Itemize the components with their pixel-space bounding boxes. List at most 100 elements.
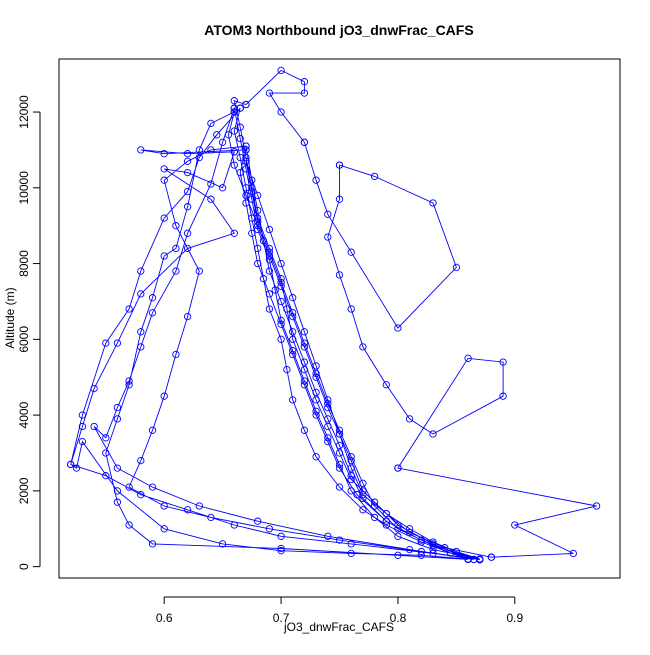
data-point xyxy=(137,456,145,465)
y-tick-label: 8000 xyxy=(17,250,31,277)
x-axis: 0.6 0.7 0.8 0.9 xyxy=(156,596,523,625)
data-point xyxy=(592,502,601,510)
data-point xyxy=(347,305,355,313)
data-point xyxy=(283,365,291,374)
data-point xyxy=(394,324,402,332)
data-point xyxy=(405,528,414,537)
data-point xyxy=(300,339,309,347)
data-point xyxy=(254,225,262,234)
data-point xyxy=(277,275,285,283)
data-point xyxy=(324,415,332,423)
data-point xyxy=(90,384,98,393)
x-tick-label: 0.9 xyxy=(506,611,523,625)
data-point xyxy=(464,555,472,564)
data-point xyxy=(78,422,87,431)
data-point xyxy=(429,199,437,207)
data-point xyxy=(160,176,168,184)
data-point xyxy=(347,464,355,472)
data-point xyxy=(236,104,244,112)
data-point xyxy=(242,191,250,200)
data-point xyxy=(429,538,437,546)
data-point xyxy=(183,187,192,196)
data-point xyxy=(289,328,297,336)
data-point xyxy=(207,180,215,188)
data-point xyxy=(160,502,168,510)
data-point xyxy=(324,233,332,241)
data-point xyxy=(125,305,133,313)
data-point xyxy=(224,131,233,139)
data-point xyxy=(300,365,309,374)
data-point xyxy=(102,434,110,442)
data-point xyxy=(271,286,279,294)
data-point xyxy=(324,532,332,540)
data-point xyxy=(347,456,355,465)
data-point xyxy=(218,184,227,192)
data-point xyxy=(417,538,425,546)
data-point xyxy=(359,487,367,495)
data-point xyxy=(265,89,274,97)
data-point xyxy=(394,532,402,540)
data-point xyxy=(300,138,309,146)
data-point xyxy=(183,157,192,165)
data-point xyxy=(300,426,309,434)
data-point xyxy=(335,464,344,472)
data-point xyxy=(300,89,309,97)
data-point xyxy=(312,362,320,370)
data-point xyxy=(207,119,215,128)
data-point xyxy=(78,411,87,419)
data-point xyxy=(254,244,262,253)
data-point xyxy=(394,464,402,472)
data-point xyxy=(160,525,168,533)
data-point xyxy=(236,153,244,162)
data-point xyxy=(242,146,250,154)
data-point xyxy=(195,146,203,154)
data-point xyxy=(347,540,355,548)
data-point xyxy=(335,161,344,169)
data-point xyxy=(137,146,145,154)
data-point xyxy=(137,290,145,298)
data-point xyxy=(499,358,507,366)
data-point xyxy=(172,244,180,253)
data-point xyxy=(335,449,344,457)
data-point xyxy=(254,218,262,226)
data-point xyxy=(230,127,238,135)
data-point xyxy=(312,453,320,461)
data-point xyxy=(230,104,238,112)
data-point xyxy=(277,66,285,75)
data-point xyxy=(370,498,379,506)
data-point xyxy=(277,320,285,328)
data-point xyxy=(207,513,215,522)
data-point xyxy=(359,343,367,351)
data-point xyxy=(183,312,192,321)
data-point xyxy=(113,464,122,472)
data-point xyxy=(289,396,297,404)
data-point xyxy=(300,328,309,336)
data-point xyxy=(335,430,344,438)
data-point xyxy=(207,146,215,154)
data-point xyxy=(347,549,355,558)
data-point xyxy=(254,191,262,200)
data-point xyxy=(148,426,157,434)
data-point xyxy=(347,475,355,484)
series-line xyxy=(70,69,597,561)
data-point xyxy=(394,521,402,529)
chart-title: ATOM3 Northbound jO3_dnwFrac_CAFS xyxy=(204,22,473,38)
data-point xyxy=(183,506,192,514)
data-point xyxy=(382,517,390,525)
data-point xyxy=(113,498,122,506)
data-point xyxy=(324,396,332,404)
x-tick-label: 0.8 xyxy=(390,611,407,625)
data-point xyxy=(370,172,379,181)
data-point xyxy=(324,210,332,218)
data-point xyxy=(242,184,250,192)
data-point xyxy=(183,229,192,237)
data-point xyxy=(102,339,110,347)
data-point xyxy=(429,541,437,550)
data-point xyxy=(300,343,309,351)
data-point xyxy=(289,350,297,359)
data-point xyxy=(113,415,122,423)
data-point xyxy=(405,415,414,423)
data-point xyxy=(78,437,87,446)
